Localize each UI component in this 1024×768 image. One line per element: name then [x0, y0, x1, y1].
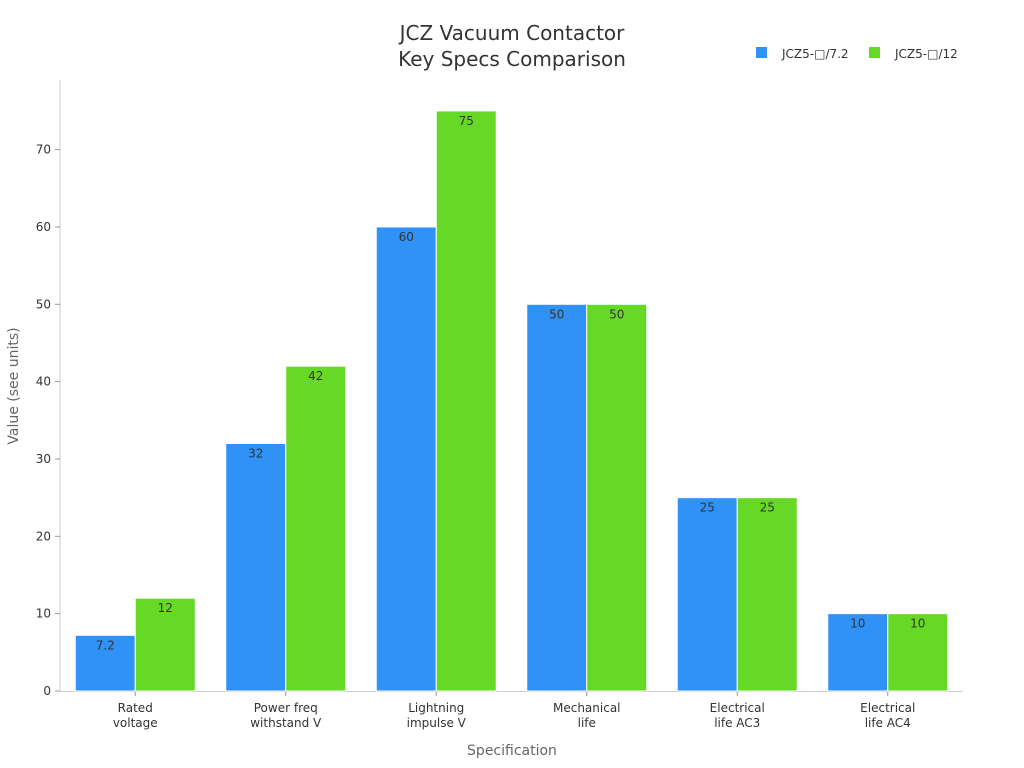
chart-title-line-1: JCZ Vacuum Contactor	[398, 21, 626, 45]
y-tick-label: 40	[36, 375, 51, 389]
data-label: 10	[910, 617, 925, 631]
bar-1	[225, 443, 287, 692]
y-tick-label: 70	[36, 143, 51, 157]
y-axis-label: Value (see units)	[6, 327, 22, 444]
x-tick-label: voltage	[113, 716, 158, 730]
bar-2	[285, 365, 347, 692]
x-tick-label: Rated	[118, 701, 153, 715]
data-label: 10	[850, 617, 865, 631]
legend: JCZ5-□/7.2 JCZ5-□/12	[756, 47, 958, 61]
bar-1	[526, 303, 588, 692]
y-tick-label: 20	[36, 529, 51, 543]
bar-1	[827, 613, 889, 692]
data-label: 12	[158, 601, 173, 615]
data-label: 75	[459, 114, 474, 128]
x-tick-label: impulse V	[407, 716, 467, 730]
x-tick-label: life AC4	[865, 716, 911, 730]
data-label: 32	[248, 447, 263, 461]
y-tick-label: 50	[36, 297, 51, 311]
x-tick-label: withstand V	[250, 716, 322, 730]
data-label: 50	[549, 307, 564, 321]
y-tick-label: 10	[36, 607, 51, 621]
bar-1	[375, 226, 437, 692]
x-tick-label: Electrical	[710, 701, 765, 715]
bar-2	[586, 303, 648, 692]
bar-1	[676, 497, 738, 692]
data-label: 7.2	[96, 638, 115, 652]
legend-swatch-series-2	[869, 47, 880, 58]
bar-2	[134, 597, 196, 692]
bar-1	[74, 634, 136, 692]
data-label: 42	[308, 369, 323, 383]
bar-2	[736, 497, 798, 692]
x-axis-label: Specification	[467, 743, 557, 759]
y-tick-label: 0	[43, 684, 51, 698]
x-tick-label: Power freq	[254, 701, 318, 715]
y-tick-label: 60	[36, 220, 51, 234]
data-label: 25	[760, 501, 775, 515]
bar-2	[887, 613, 949, 692]
data-label: 60	[399, 230, 414, 244]
x-tick-label: Electrical	[860, 701, 915, 715]
chart-title-line-2: Key Specs Comparison	[398, 47, 626, 71]
legend-label-series-2: JCZ5-□/12	[894, 47, 958, 61]
legend-swatch-series-1	[756, 47, 767, 58]
data-label: 25	[700, 501, 715, 515]
x-tick-label: Lightning	[408, 701, 464, 715]
x-tick-label: life	[578, 716, 596, 730]
x-tick-label: Mechanical	[553, 701, 621, 715]
x-tick-label: life AC3	[714, 716, 760, 730]
legend-label-series-1: JCZ5-□/7.2	[781, 47, 849, 61]
data-label: 50	[609, 307, 624, 321]
y-tick-label: 30	[36, 452, 51, 466]
bar-2	[435, 110, 497, 692]
